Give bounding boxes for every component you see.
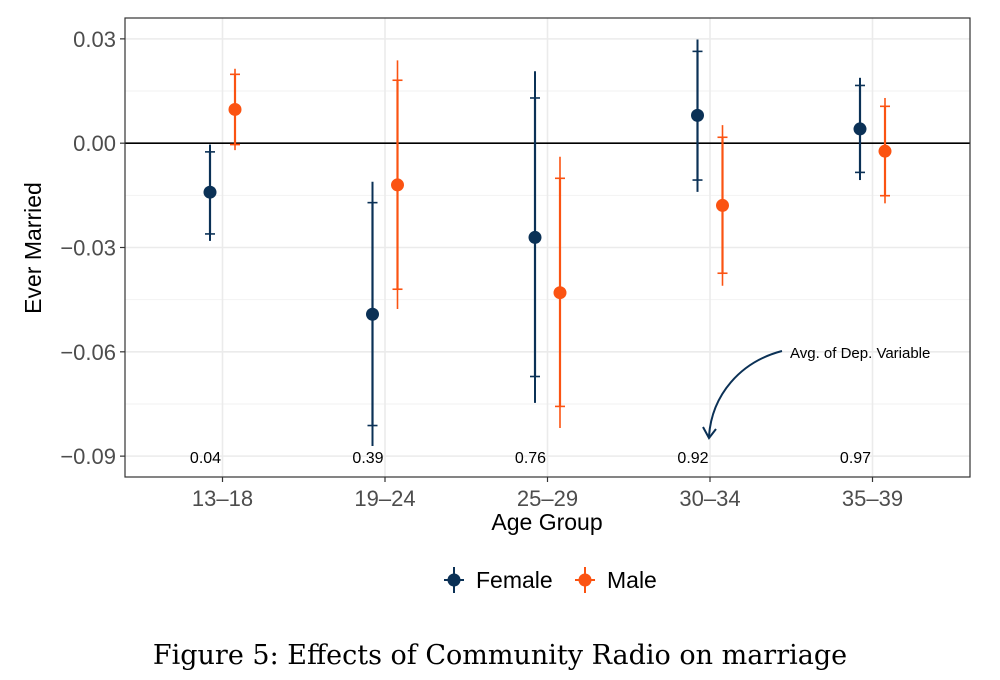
avg-dep-variable-label: 0.97 bbox=[840, 450, 871, 467]
y-axis-label: Ever Married bbox=[20, 182, 46, 314]
annotation-arrow bbox=[708, 350, 783, 437]
y-tick-label: 0.03 bbox=[73, 27, 116, 52]
point-estimate bbox=[228, 102, 242, 116]
point-estimate bbox=[853, 122, 867, 136]
legend: Female Male bbox=[444, 567, 657, 593]
point-estimate bbox=[716, 198, 729, 212]
avg-dep-variable-label: 0.76 bbox=[515, 450, 546, 467]
series-female bbox=[203, 39, 867, 447]
annotation-arrowhead bbox=[702, 426, 717, 440]
x-tick-label: 35–39 bbox=[842, 486, 903, 511]
y-tick-label: 0.00 bbox=[73, 131, 116, 156]
avg-dep-variable-label: 0.92 bbox=[677, 450, 708, 467]
point-estimate bbox=[878, 144, 892, 158]
legend-key-point bbox=[447, 573, 461, 587]
point-estimate bbox=[553, 286, 567, 300]
y-tick-label: −0.06 bbox=[60, 340, 116, 365]
annotation: Avg. of Dep. Variable bbox=[702, 345, 930, 440]
point-estimate bbox=[203, 185, 217, 199]
legend-key-point bbox=[578, 573, 592, 587]
point-estimate bbox=[366, 307, 379, 321]
x-tick-label: 13–18 bbox=[192, 486, 253, 511]
point-estimate bbox=[528, 230, 542, 244]
legend-label-female: Female bbox=[476, 567, 553, 593]
avg-dep-variable-label: 0.04 bbox=[190, 450, 221, 467]
annotation-text: Avg. of Dep. Variable bbox=[790, 345, 930, 362]
series-male bbox=[228, 60, 892, 428]
point-estimate bbox=[691, 108, 704, 122]
y-tick-label: −0.03 bbox=[60, 236, 116, 261]
figure-caption: Figure 5: Effects of Community Radio on … bbox=[152, 640, 848, 671]
x-tick-label: 19–24 bbox=[354, 486, 415, 511]
x-tick-label: 30–34 bbox=[679, 486, 740, 511]
legend-label-male: Male bbox=[607, 567, 657, 593]
point-estimate bbox=[391, 178, 404, 192]
x-tick-label: 25–29 bbox=[517, 486, 578, 511]
avg-dep-variable-label: 0.39 bbox=[352, 450, 383, 467]
y-tick-label: −0.09 bbox=[60, 444, 116, 469]
x-axis-label: Age Group bbox=[491, 509, 602, 535]
